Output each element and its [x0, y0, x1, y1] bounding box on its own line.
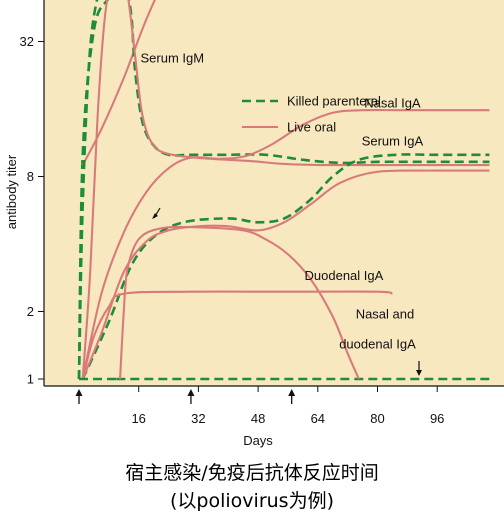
dose-arrowhead — [75, 389, 83, 396]
dose-arrowhead — [288, 389, 296, 396]
caption-title: 宿主感染/免疫后抗体反应时间 — [125, 462, 379, 484]
x-tick-label: 16 — [131, 411, 145, 426]
y-tick-label: 2 — [27, 304, 34, 319]
series-line-serum-iga-live-oral — [81, 169, 490, 380]
plot-background — [44, 0, 504, 386]
x-tick-label: 80 — [370, 411, 384, 426]
series-line-serum-igm-live-oral — [81, 0, 490, 380]
y-tick-label: 1 — [27, 372, 34, 387]
series-label: Nasal and — [356, 306, 415, 321]
x-tick-label: 32 — [191, 411, 205, 426]
series-line-duodenal-iga-live-oral-falling-live-oral — [118, 225, 360, 380]
antibody-titer-chart: 12832128512163248648096 Serum IgGSerum I… — [4, 0, 504, 448]
x-tick-label: 64 — [311, 411, 325, 426]
y-tick-label: 32 — [20, 34, 34, 49]
axes-layer: 12832128512163248648096 — [20, 0, 504, 426]
series-layer — [77, 0, 490, 381]
series-line-serum-iga-killed-parenteral — [81, 153, 490, 380]
y-axis-label: antibody titer — [4, 154, 19, 229]
legend: Killed parenteral Live oral — [242, 94, 381, 135]
x-tick-label: 96 — [430, 411, 444, 426]
series-line-duodenal-iga-live-oral — [81, 290, 393, 380]
x-tick-label: 48 — [251, 411, 265, 426]
series-line-serum-igg-live-oral — [81, 0, 156, 166]
series-label: duodenal IgA — [339, 337, 416, 352]
caption-subtitle: (以poliovirus为例) — [170, 490, 334, 512]
series-line-nasal-iga-live-oral — [81, 108, 490, 380]
series-label: Serum IgA — [362, 134, 424, 149]
legend-label: Live oral — [287, 120, 336, 135]
series-label: Serum IgM — [140, 51, 204, 66]
dose-arrowhead — [187, 389, 195, 396]
y-tick-label: 8 — [27, 169, 34, 184]
nasal-duodenal-pointer-arrowhead — [416, 370, 422, 376]
legend-label: Killed parenteral — [287, 94, 381, 109]
series-label: Nasal IgA — [364, 96, 421, 111]
series-label: Duodenal IgA — [305, 268, 384, 283]
x-axis-label: Days — [243, 433, 273, 448]
igm-pointer-arrowhead — [152, 213, 158, 219]
